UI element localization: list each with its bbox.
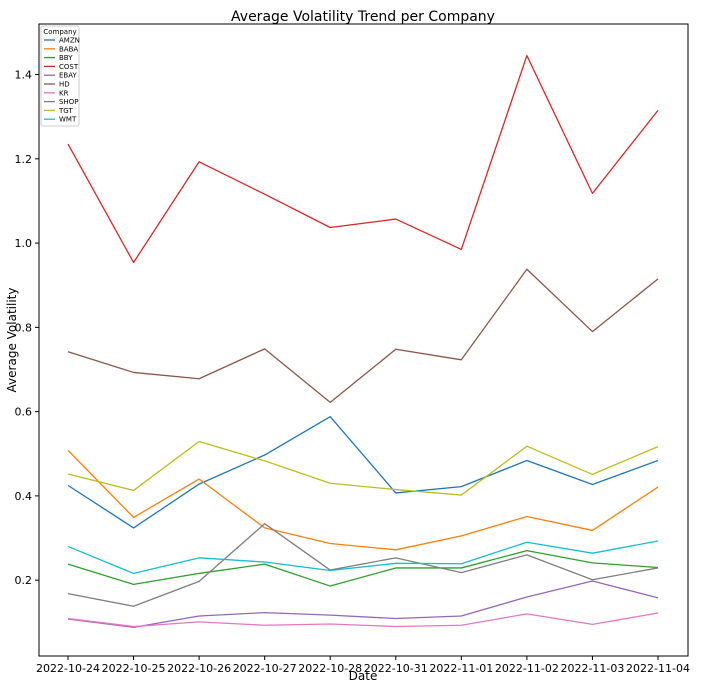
y-axis-ticks: 0.2 0.4 0.6 0.8 1.0 1.2 1.4 [15,69,39,587]
x-tick-label: 2022-10-26 [167,662,231,675]
y-tick-label: 0.8 [15,321,33,334]
series-line-kr [67,612,659,628]
x-tick-label: 2022-10-27 [233,662,297,675]
series-line-wmt [67,540,659,575]
series-line-ebay [67,580,659,628]
y-tick-label: 0.2 [15,574,33,587]
legend-label-ebay: EBAY [59,72,77,80]
y-tick-label: 1.4 [15,69,33,82]
x-axis-ticks: 2022-10-24 2022-10-25 2022-10-26 2022-10-27… [36,656,690,675]
legend-label-cost: COST [59,63,79,71]
legend-label-baba: BABA [59,45,78,53]
legend-label-wmt: WMT [59,116,77,124]
x-tick-label: 2022-10-31 [364,662,428,675]
legend-label-tgt: TGT [58,107,73,115]
y-tick-label: 1.2 [15,153,33,166]
legend-title: Company [43,28,76,36]
series-layer [67,54,659,628]
x-tick-label: 2022-11-03 [560,662,624,675]
x-tick-label: 2022-10-24 [36,662,100,675]
y-tick-label: 0.4 [15,490,33,503]
legend-label-shop: SHOP [59,98,78,106]
y-axis-title: Average Volatility [5,288,19,393]
series-line-cost [67,54,659,264]
x-tick-label: 2022-11-04 [626,662,690,675]
legend-label-bby: BBY [59,54,73,62]
x-axis-title: Date [349,669,378,683]
series-line-bby [67,550,659,587]
y-tick-label: 0.6 [15,406,33,419]
x-tick-label: 2022-10-25 [102,662,166,675]
x-tick-label: 2022-11-01 [429,662,493,675]
x-tick-label: 2022-11-02 [495,662,559,675]
x-tick-label: 2022-10-28 [298,662,362,675]
y-tick-label: 1.0 [15,237,33,250]
series-line-shop [67,523,659,607]
plot-frame [38,23,689,657]
chart-title: Average Volatility Trend per Company [231,9,495,25]
series-line-tgt [67,440,659,496]
series-line-amzn [67,416,659,529]
legend-label-hd: HD [59,81,70,89]
series-line-hd [67,268,659,404]
legend-label-amzn: AMZN [59,37,80,45]
series-line-baba [67,449,659,551]
legend-label-kr: KR [59,89,69,97]
